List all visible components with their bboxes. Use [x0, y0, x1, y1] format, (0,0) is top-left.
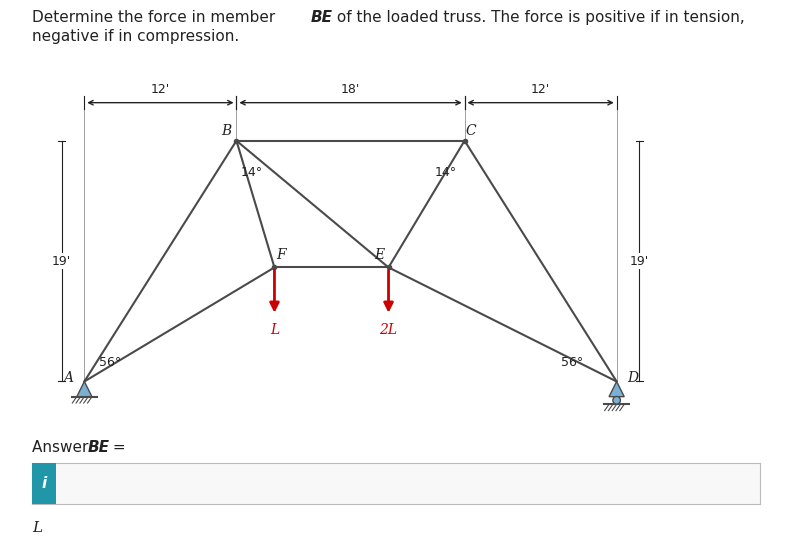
Text: 12': 12' [150, 83, 170, 96]
Text: E: E [374, 248, 385, 262]
Text: 12': 12' [531, 83, 550, 96]
Text: B: B [221, 124, 231, 137]
Text: 56°: 56° [98, 356, 121, 369]
Text: 14°: 14° [434, 166, 457, 179]
Text: BE: BE [310, 9, 333, 25]
Text: negative if in compression.: negative if in compression. [32, 28, 239, 44]
Text: BE: BE [88, 440, 110, 455]
Text: =: = [108, 440, 126, 455]
Text: Answer:: Answer: [32, 440, 98, 455]
Text: of the loaded truss. The force is positive if in tension,: of the loaded truss. The force is positi… [332, 9, 745, 25]
Text: 2L: 2L [379, 323, 398, 337]
Circle shape [613, 396, 621, 404]
Text: 14°: 14° [241, 166, 262, 179]
Text: 19': 19' [630, 255, 649, 268]
Polygon shape [609, 382, 624, 397]
Text: F: F [276, 248, 286, 262]
Text: 56°: 56° [561, 356, 583, 369]
Text: 18': 18' [341, 83, 360, 96]
Text: A: A [63, 371, 73, 385]
Text: i: i [42, 476, 46, 491]
Text: L: L [270, 323, 279, 337]
Text: C: C [466, 124, 476, 137]
Text: Determine the force in member: Determine the force in member [32, 9, 280, 25]
Text: L: L [32, 521, 42, 535]
Text: 19': 19' [52, 255, 71, 268]
Text: D: D [627, 371, 638, 385]
Polygon shape [77, 382, 92, 397]
